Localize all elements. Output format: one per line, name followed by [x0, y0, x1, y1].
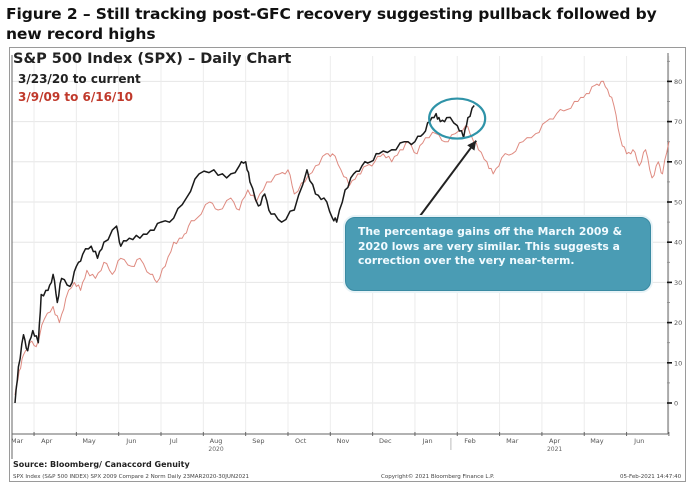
x-tick-label: Jun — [125, 437, 136, 445]
y-tick-label: 0 — [674, 400, 678, 408]
series-group — [14, 80, 670, 404]
x-tick-label: Jan — [422, 437, 433, 445]
y-tick-label: 10 — [674, 359, 682, 367]
y-tick-label: 80 — [674, 78, 682, 86]
x-tick-label: Jun — [633, 437, 644, 445]
y-tick-label: 20 — [674, 319, 682, 327]
annotations — [419, 97, 487, 217]
x-tick-label: Aug — [210, 437, 223, 445]
x-tick-label: Nov — [337, 437, 350, 445]
arrow-line — [419, 140, 478, 217]
x-tick-label: Mar — [506, 437, 519, 445]
y-tick-label: 30 — [674, 279, 682, 287]
y-tick-label: 40 — [674, 239, 682, 247]
series-line-2020 — [14, 105, 475, 404]
figure-title: Figure 2 – Still tracking post-GFC recov… — [6, 5, 657, 43]
x-tick-label: Feb — [464, 437, 476, 445]
y-tick-label: 50 — [674, 199, 682, 207]
y-tick-label: 70 — [674, 118, 682, 126]
y-tick-label: 60 — [674, 158, 682, 166]
chart-title: S&P 500 Index (SPX) – Daily Chart — [13, 51, 292, 67]
x-tick-label: Dec — [379, 437, 392, 445]
highlight-ellipse — [428, 97, 487, 140]
copyright: Copyright© 2021 Bloomberg Finance L.P. — [381, 474, 495, 480]
x-tick-label: May — [590, 437, 604, 445]
year-label: 2021 — [547, 446, 562, 453]
legend-2020: 3/23/20 to current — [18, 72, 141, 86]
x-tick-label: Apr — [41, 437, 53, 445]
legend-2009: 3/9/09 to 6/16/10 — [18, 90, 134, 104]
timestamp: 05-Feb-2021 14:47:40 — [620, 474, 682, 480]
series-line-2009 — [14, 80, 670, 396]
x-tick-label: Jul — [169, 437, 178, 445]
year-label: 2020 — [208, 446, 223, 453]
x-tick-label: May — [82, 437, 96, 445]
callout-box: The percentage gains off the March 2009 … — [345, 217, 651, 291]
axes: 0 10 20 30 40 50 60 70 80 Mar Apr May Jun Jul Aug Sep Oc… — [11, 53, 682, 459]
source-note: Source: Bloomberg/ Canaccord Genuity — [13, 460, 190, 469]
x-tick-label: Oct — [295, 437, 307, 445]
x-tick-label: Mar — [11, 437, 24, 445]
footnote: SPX Index (S&P 500 INDEX) SPX 2009 Compa… — [13, 474, 250, 480]
x-tick-label: Apr — [549, 437, 561, 445]
x-tick-label: Sep — [252, 437, 264, 445]
arrow-head-icon — [467, 140, 477, 151]
